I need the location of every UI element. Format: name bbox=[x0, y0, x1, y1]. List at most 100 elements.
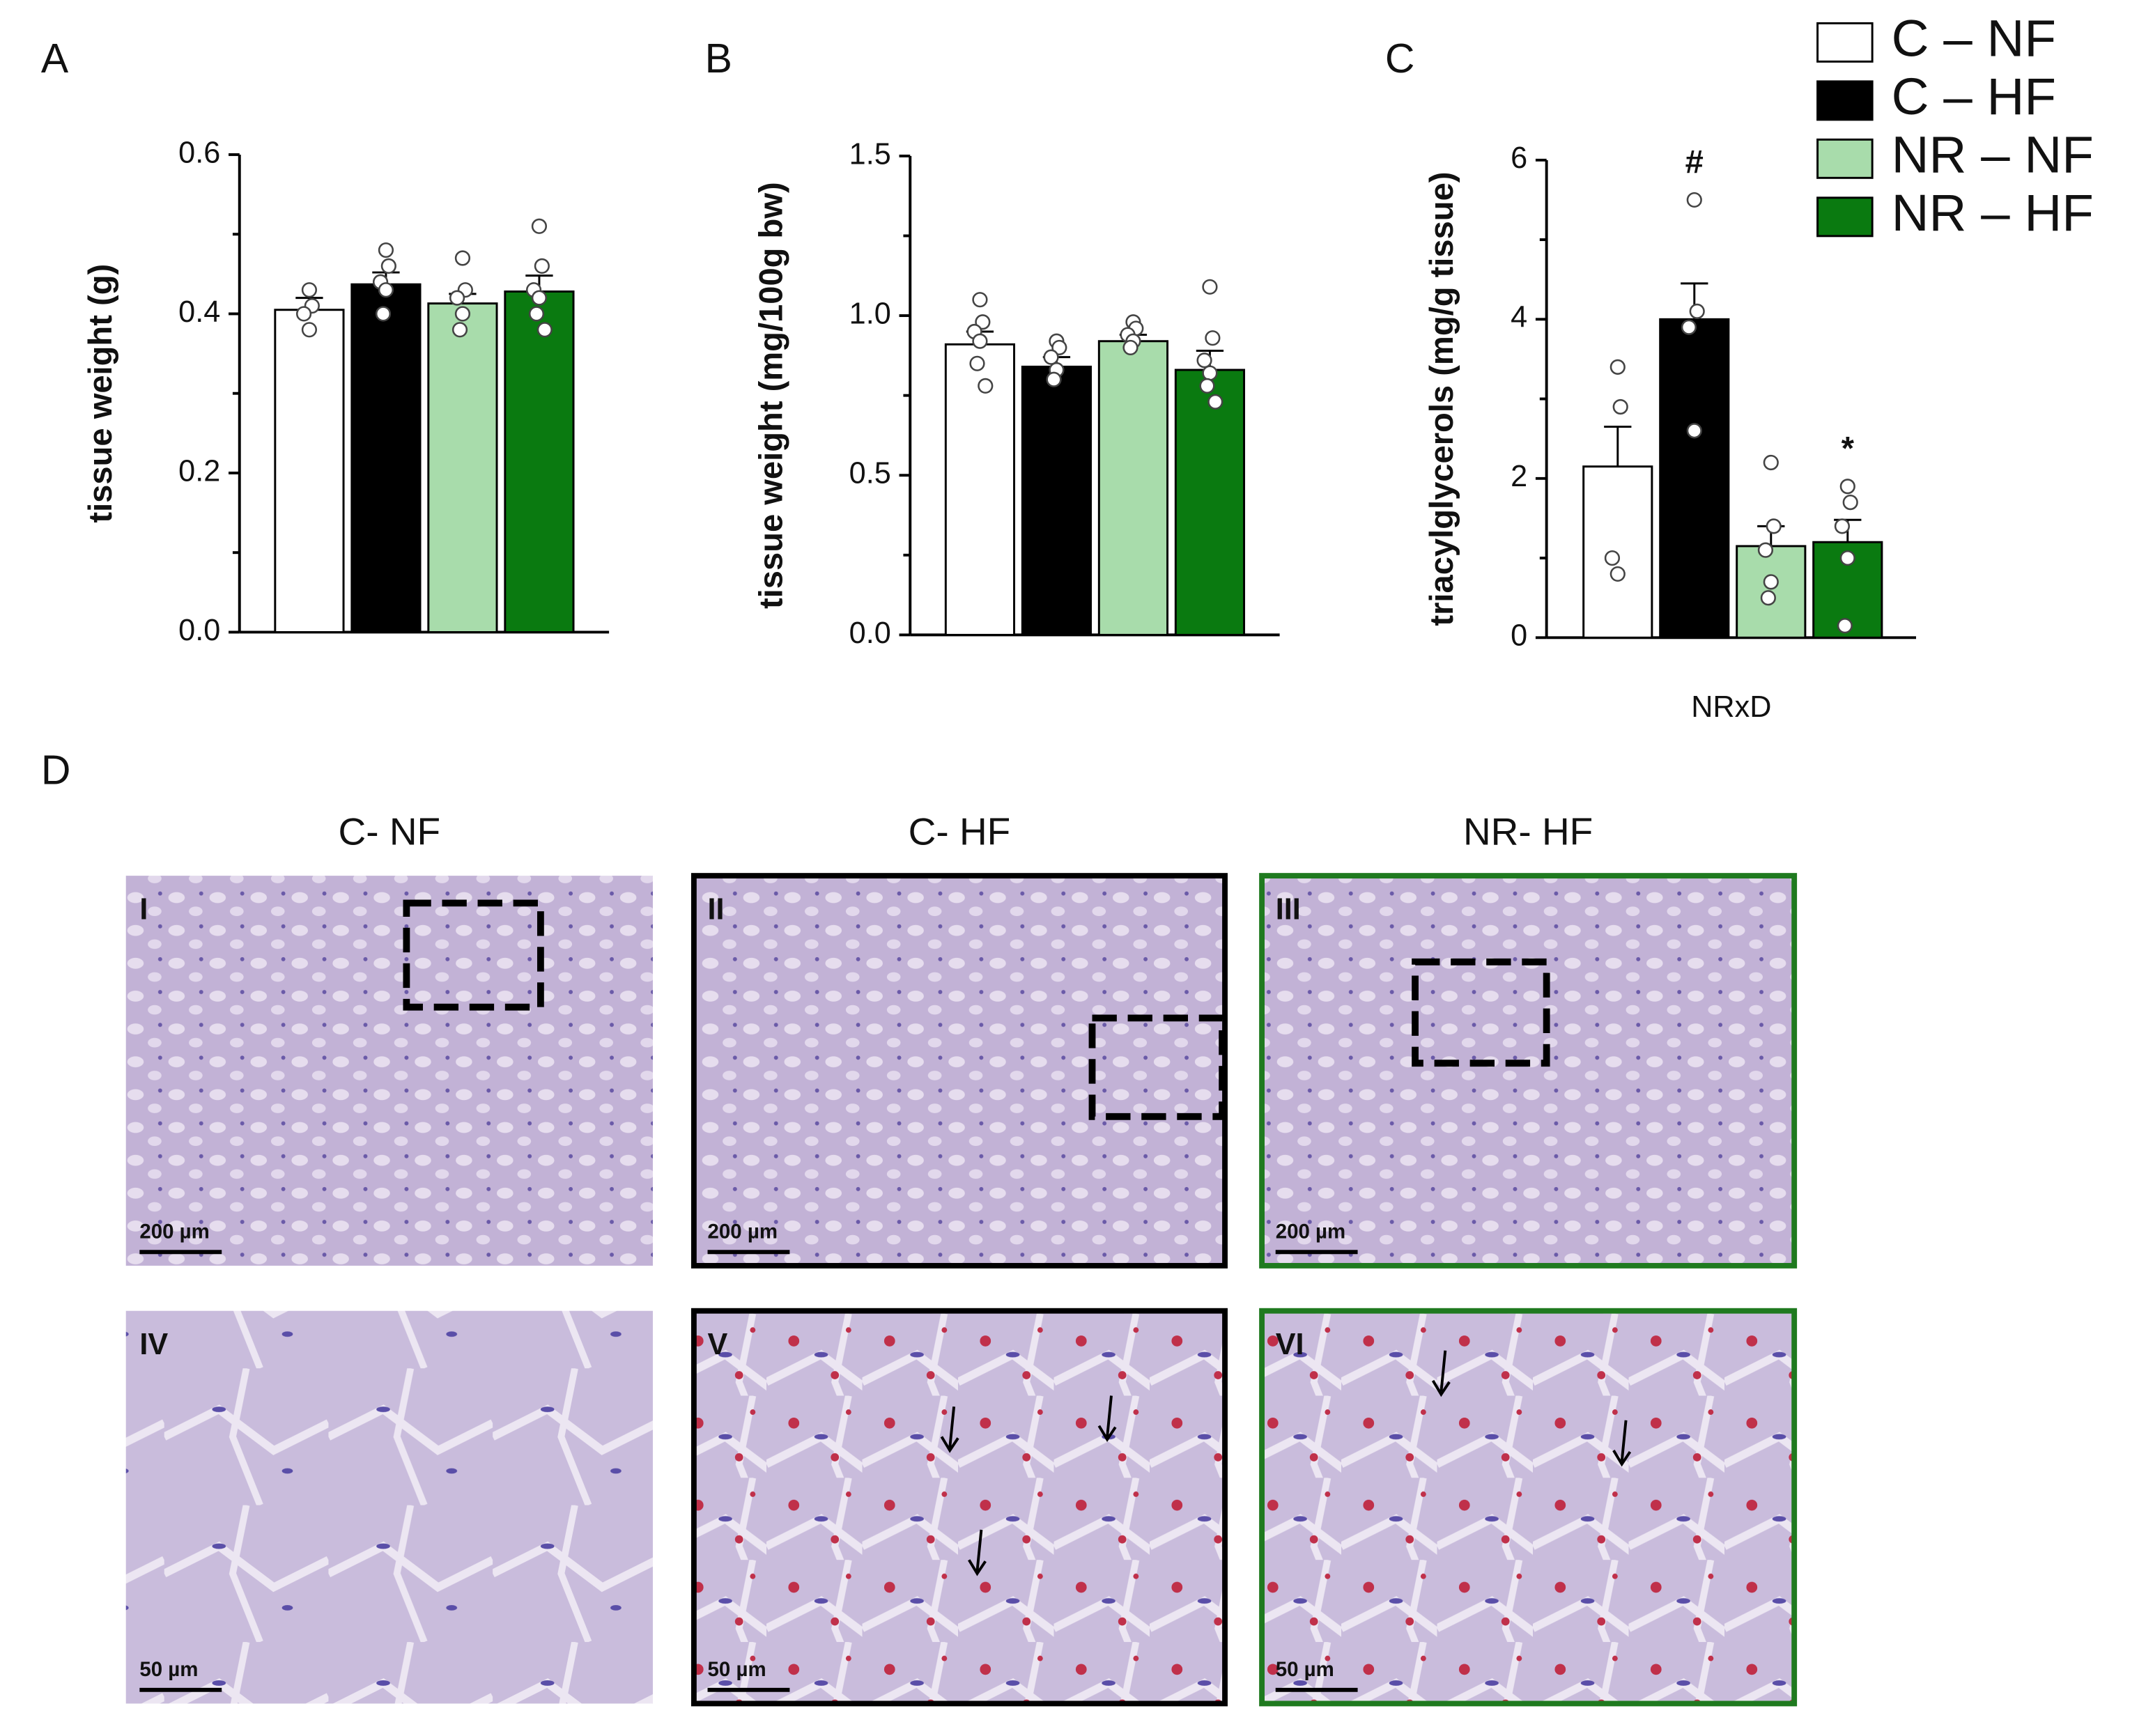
data-point bbox=[1834, 518, 1851, 534]
data-point bbox=[1763, 454, 1779, 471]
zoom-box bbox=[403, 899, 544, 1011]
data-point bbox=[378, 282, 394, 298]
data-point bbox=[1766, 518, 1782, 534]
data-point bbox=[454, 306, 471, 322]
data-point bbox=[1610, 359, 1626, 375]
micrograph bbox=[690, 1308, 1228, 1707]
data-point bbox=[301, 322, 318, 338]
y-tick-label: 0.6 bbox=[178, 136, 220, 169]
arrow bbox=[975, 1529, 983, 1572]
panel-label: D bbox=[41, 747, 71, 793]
micrograph bbox=[1259, 1308, 1798, 1707]
scale-bar-label: 50 µm bbox=[139, 1658, 198, 1681]
bar bbox=[1174, 369, 1246, 636]
arrow-head bbox=[968, 1559, 987, 1576]
y-tick-label: 0.0 bbox=[849, 617, 891, 650]
y-tick-label: 4 bbox=[1511, 301, 1527, 334]
scale-bar-label: 200 µm bbox=[139, 1220, 209, 1243]
data-point bbox=[1051, 339, 1067, 356]
data-point bbox=[451, 322, 468, 338]
y-tick-label: 1.0 bbox=[849, 297, 891, 331]
data-point bbox=[454, 250, 471, 266]
micrograph bbox=[1259, 873, 1798, 1269]
data-point bbox=[969, 355, 985, 371]
data-point bbox=[1757, 542, 1774, 558]
data-point bbox=[1686, 192, 1702, 208]
legend-label: C – HF bbox=[1892, 67, 2056, 125]
panel-numeral: III bbox=[1276, 893, 1301, 927]
data-point bbox=[1686, 423, 1702, 439]
legend-label: NR – NF bbox=[1892, 125, 2094, 184]
arrow bbox=[948, 1406, 956, 1448]
data-point bbox=[1046, 371, 1062, 387]
data-point bbox=[972, 333, 988, 349]
arrow bbox=[1106, 1395, 1113, 1437]
legend-swatch bbox=[1816, 80, 1874, 121]
data-point bbox=[975, 314, 991, 330]
micrograph bbox=[690, 873, 1228, 1269]
data-point bbox=[534, 258, 550, 274]
column-title: C- NF bbox=[339, 810, 441, 853]
data-point bbox=[1604, 550, 1621, 566]
y-tick-label: 6 bbox=[1511, 141, 1527, 175]
arrow-head bbox=[940, 1436, 959, 1453]
arrow bbox=[1620, 1420, 1628, 1462]
data-point bbox=[1839, 479, 1855, 495]
y-tick-label: 0.2 bbox=[178, 454, 220, 488]
legend-swatch bbox=[1816, 196, 1874, 238]
data-point bbox=[449, 290, 465, 306]
data-point bbox=[1760, 590, 1776, 606]
scale-bar-label: 200 µm bbox=[1276, 1220, 1345, 1243]
scale-bar-label: 200 µm bbox=[708, 1220, 778, 1243]
y-tick-label: 2 bbox=[1511, 460, 1527, 493]
column-title: NR- HF bbox=[1463, 810, 1593, 853]
data-point bbox=[1196, 352, 1212, 369]
legend-label: C – NF bbox=[1892, 9, 2056, 68]
y-tick-label: 0.0 bbox=[178, 614, 220, 647]
panel-numeral: II bbox=[708, 893, 725, 927]
data-point bbox=[1199, 378, 1215, 394]
bar bbox=[1097, 340, 1169, 636]
x-axis-label: NRxD bbox=[1691, 690, 1771, 724]
data-point bbox=[1202, 279, 1218, 295]
data-point bbox=[1122, 339, 1138, 356]
data-point bbox=[378, 242, 394, 258]
panel-numeral: IV bbox=[139, 1328, 168, 1361]
data-point bbox=[1202, 365, 1218, 381]
significance-mark: # bbox=[1685, 143, 1704, 180]
bar bbox=[944, 343, 1016, 636]
data-point bbox=[375, 306, 392, 322]
scale-bar-label: 50 µm bbox=[1276, 1658, 1334, 1681]
legend-swatch bbox=[1816, 138, 1874, 179]
panel-label: C bbox=[1385, 36, 1415, 82]
data-point bbox=[1610, 566, 1626, 582]
data-point bbox=[1842, 494, 1858, 511]
data-point bbox=[528, 306, 545, 322]
data-point bbox=[536, 322, 553, 338]
bar bbox=[1582, 465, 1653, 639]
data-point bbox=[380, 258, 396, 274]
y-tick-label: 1.5 bbox=[849, 137, 891, 171]
bar bbox=[1021, 365, 1093, 636]
bar bbox=[427, 302, 498, 633]
data-point bbox=[1837, 618, 1853, 634]
arrow-head bbox=[1612, 1450, 1632, 1467]
data-point bbox=[301, 282, 318, 298]
y-axis-label: tissue weight (mg/100g bw) bbox=[752, 182, 789, 609]
data-point bbox=[1207, 394, 1223, 410]
legend-swatch bbox=[1816, 22, 1874, 63]
panel-label: B bbox=[705, 36, 732, 82]
column-title: C- HF bbox=[909, 810, 1011, 853]
y-axis-label: tissue weight (g) bbox=[82, 264, 118, 523]
data-point bbox=[1043, 349, 1059, 365]
zoom-box bbox=[1088, 1014, 1226, 1120]
data-point bbox=[1681, 319, 1697, 335]
data-point bbox=[978, 378, 994, 394]
bar bbox=[1659, 318, 1730, 639]
legend-label: NR – HF bbox=[1892, 183, 2094, 242]
micrograph bbox=[125, 876, 653, 1266]
panel-numeral: I bbox=[139, 893, 148, 927]
bar bbox=[350, 283, 422, 633]
